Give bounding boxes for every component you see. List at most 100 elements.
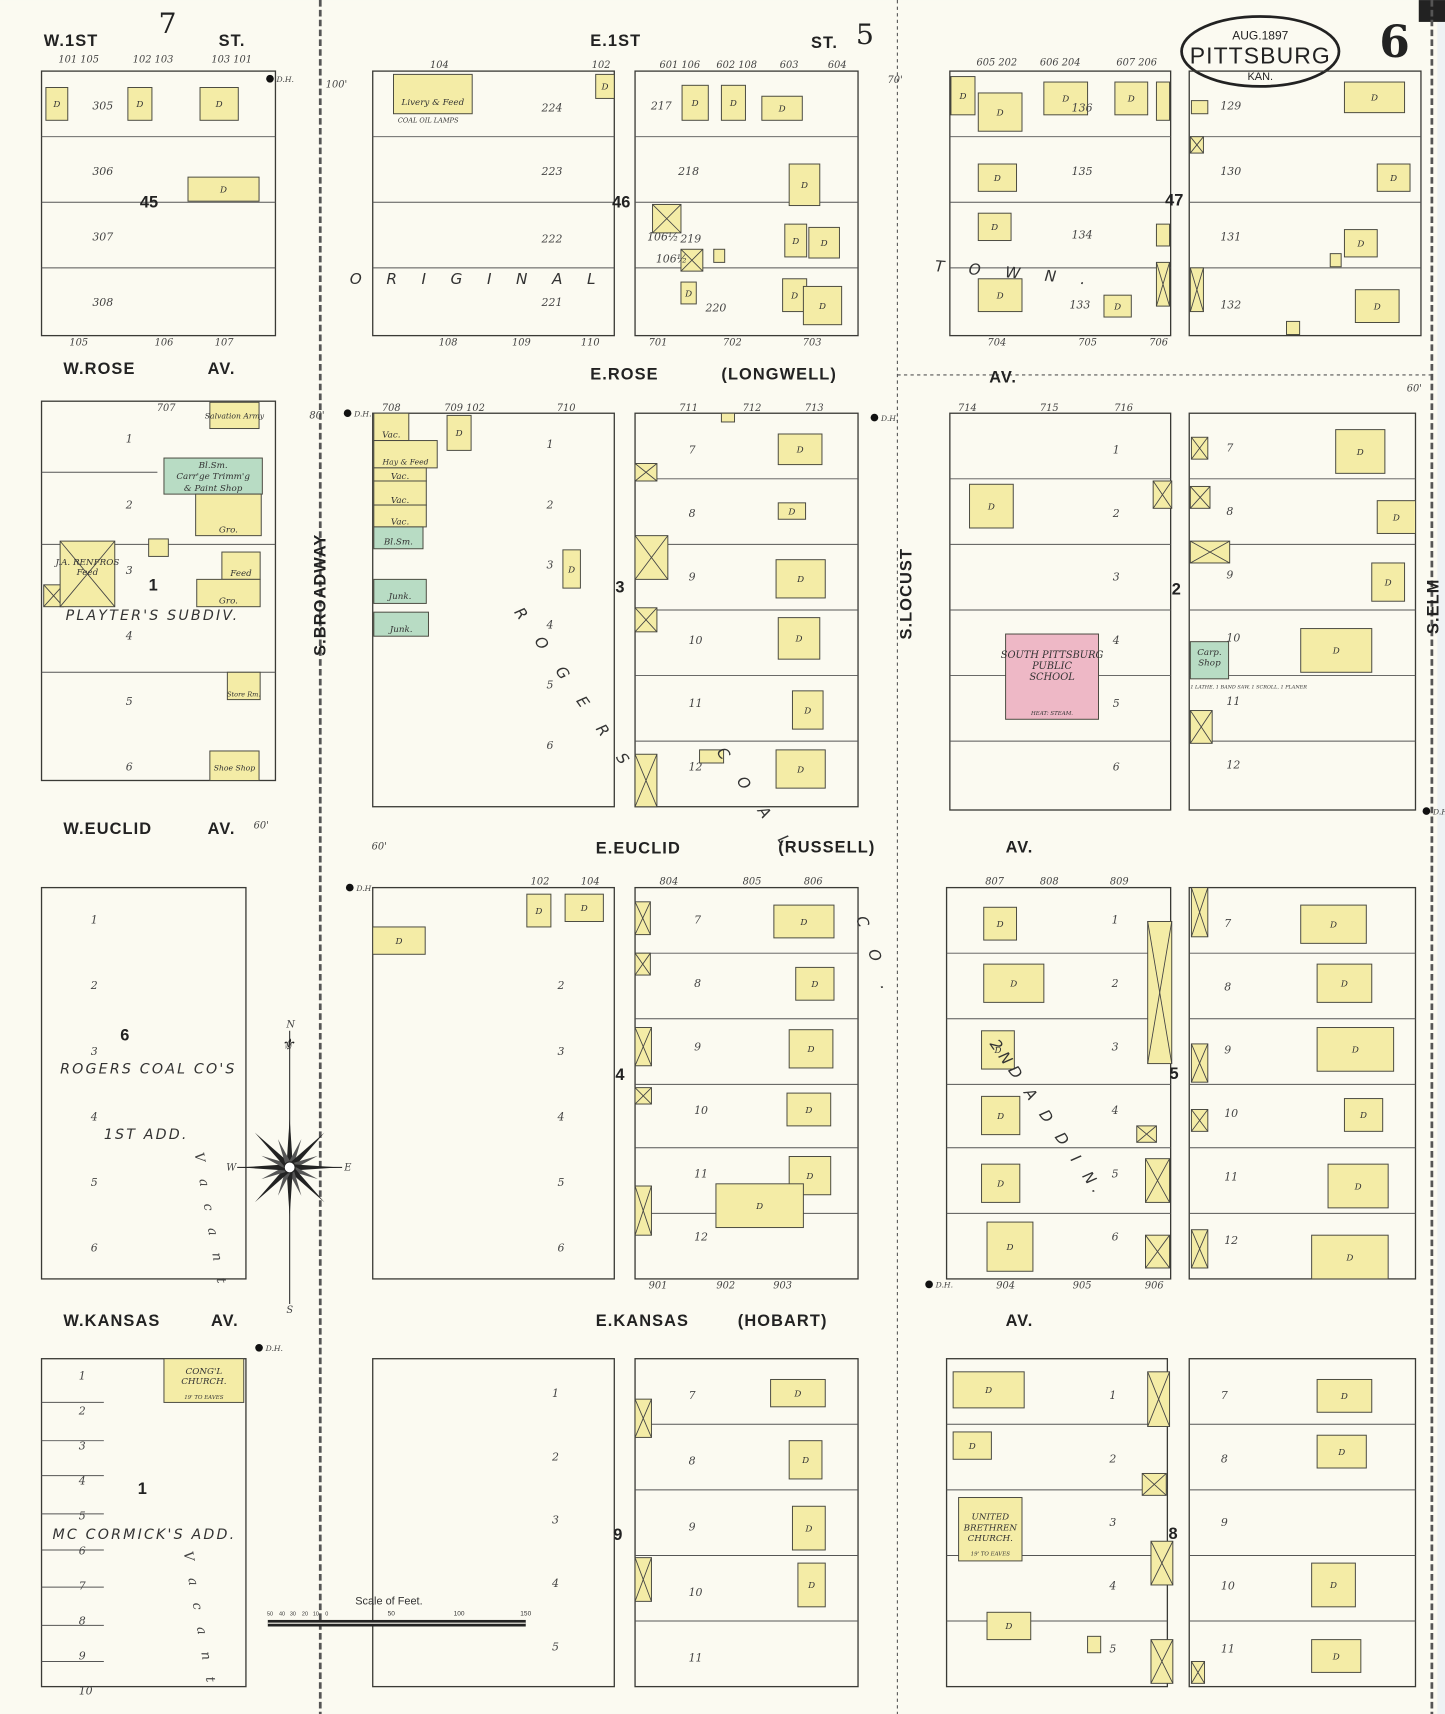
compass-ray (289, 1164, 339, 1171)
hydrant-label: D.H. (1432, 807, 1445, 816)
frame-building (1043, 81, 1089, 116)
lot-label: 221 (541, 296, 563, 309)
frame-building (187, 176, 260, 202)
lot-label: 305 (92, 99, 113, 112)
street-labels: W.1ST ST. E.1ST ST. W.ROSE AV. E.ROSE (L… (44, 32, 1443, 1330)
frame-building (788, 1440, 823, 1480)
street-av-3: AV. (208, 820, 236, 838)
lot-number: 2 (1112, 507, 1120, 520)
lot-number: 7 (1226, 441, 1233, 454)
lot-number: 5 (1109, 1643, 1116, 1656)
lot-label: 131 (1220, 231, 1241, 244)
building-label: BRETHREN (963, 1523, 1018, 1533)
street-e-euclid: E.EUCLID (596, 840, 681, 858)
address-number: 107 (215, 337, 235, 348)
scale-of-feet: Scale of Feet. 50 40 30 20 10 0 50 100 150 (267, 1596, 532, 1627)
frame-building (1114, 81, 1149, 116)
building-label: D (804, 1106, 812, 1116)
frame-building (986, 1221, 1034, 1272)
address-number: 602 108 (716, 60, 757, 71)
building-label: Vac. (382, 430, 400, 440)
hydrant-label: D.H. (276, 75, 294, 84)
x-mark (1189, 486, 1211, 509)
frame-building (777, 433, 823, 466)
building-label: Feed (229, 569, 252, 579)
frame-building (681, 84, 709, 121)
lot-number: 8 (1226, 505, 1233, 518)
lot-number: 4 (90, 1110, 98, 1123)
lot-number: 1 (1109, 1389, 1116, 1402)
compass-ray (286, 1139, 302, 1169)
lot-number: 7 (689, 444, 696, 457)
building-label: Carp. (1197, 648, 1221, 658)
lot-number: 8 (1221, 1453, 1228, 1466)
street-broadway: S.BROADWAY (312, 534, 330, 656)
building-label: D (1004, 1622, 1012, 1632)
frame-building (952, 1431, 992, 1460)
special-building (373, 611, 429, 637)
compass-ray (287, 1165, 325, 1203)
lot-number: 5 (126, 695, 133, 708)
frame-building (784, 223, 808, 258)
lot-number: 11 (1226, 695, 1240, 708)
frame-building (1316, 1378, 1373, 1413)
lot-number: 8 (694, 977, 701, 990)
building-label: D (219, 185, 227, 195)
building-label: D (996, 1180, 1004, 1190)
x-mark (1190, 540, 1230, 564)
lot-number: 2 (556, 979, 564, 992)
x-mark (1145, 1234, 1170, 1269)
frame-building (761, 95, 803, 121)
frame-building (1343, 81, 1406, 114)
building-label: D (567, 565, 575, 575)
frame-building (199, 87, 239, 121)
building-label: D (455, 429, 463, 439)
x-mark (1141, 1473, 1167, 1496)
building-label: Bl.Sm. (198, 461, 228, 471)
address-number: 102 (531, 876, 550, 887)
address-number: 905 (1073, 1281, 1092, 1292)
compass-ray (286, 1118, 293, 1168)
hydrant-icon (255, 1343, 263, 1352)
x-mark (1191, 1109, 1209, 1132)
hydrant-icon (870, 413, 879, 422)
lot-label: 219 (679, 233, 701, 246)
address-number: 605 202 (977, 58, 1018, 69)
frame-building (1354, 289, 1400, 323)
frame-building (127, 87, 153, 121)
lot-number: 1 (79, 1369, 86, 1382)
lot-number: 4 (78, 1474, 86, 1487)
block-number: 5 (1170, 1065, 1179, 1083)
address-number: 704 (987, 337, 1006, 348)
scale-tick-label: 50 (267, 1612, 273, 1618)
address-number: 711 (679, 403, 698, 414)
lot-number: 5 (547, 679, 554, 692)
frame-building (163, 1358, 245, 1403)
hydrant-label: D.H. (265, 1344, 283, 1353)
building-label: COAL OIL LAMPS (398, 116, 459, 124)
lot-label: 132 (1220, 298, 1241, 311)
building-label: D (796, 765, 804, 775)
frame-building (1311, 1234, 1389, 1280)
lot-number: 10 (1221, 1579, 1235, 1592)
compass-ray (277, 1166, 293, 1196)
frame-building (1316, 1027, 1395, 1072)
frame-building (1155, 81, 1171, 121)
city-block (40, 400, 277, 782)
city-block (372, 886, 615, 1280)
frame-building (699, 749, 725, 764)
building-label: D (804, 1524, 812, 1534)
lot-number: 2 (90, 979, 98, 992)
building-label: D (993, 174, 1001, 184)
buildings: D D D D D D D D D D D D D D D D D D D D D D D D D D D D D D D D D D D D D D D D… (43, 54, 1422, 1697)
building-label: D (684, 289, 692, 299)
compass-ray (254, 1165, 292, 1203)
building-label: D (1356, 240, 1364, 250)
address-number: 102 (592, 60, 611, 71)
building-label: D (993, 1046, 1001, 1056)
address-number: 604 (828, 60, 847, 71)
address-number: 702 (723, 337, 742, 348)
lot-number: 9 (79, 1649, 86, 1662)
hydrant-icon (345, 883, 354, 892)
address-number: 607 206 (1116, 58, 1157, 69)
